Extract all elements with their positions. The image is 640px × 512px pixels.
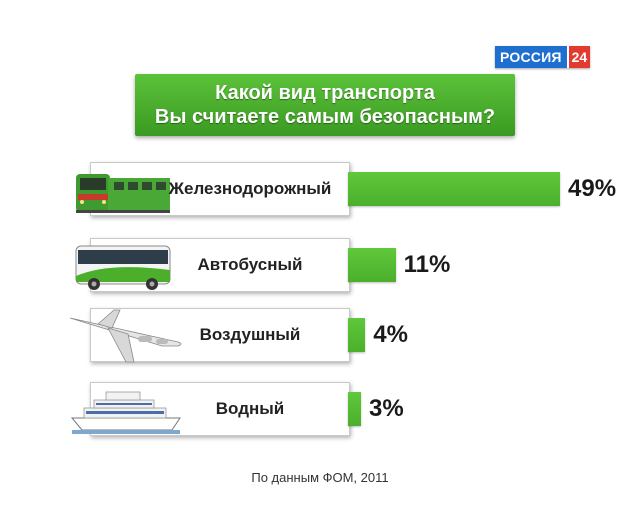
ship-icon	[70, 391, 181, 434]
category-label: Воздушный	[199, 325, 301, 344]
bar	[348, 248, 396, 282]
row-rail: Железнодорожный 49%	[0, 160, 640, 220]
category-label: Водный	[215, 399, 285, 418]
value-label: 4%	[373, 321, 408, 348]
bar	[348, 392, 361, 426]
row-water: Водный 3%	[0, 380, 640, 440]
airplane-icon	[69, 309, 182, 363]
category-label: Железнодорожный	[168, 179, 332, 198]
category-label: Автобусный	[197, 255, 303, 274]
channel-logo: РОССИЯ 24	[495, 46, 591, 68]
title-line-1: Какой вид транспорта	[215, 82, 435, 104]
row-bus: Автобусный 11%	[0, 236, 640, 296]
logo-number: 24	[568, 46, 591, 68]
chart-title: Какой вид транспорта Вы считаете самым б…	[135, 74, 515, 136]
bar	[348, 172, 560, 206]
row-air: Воздушный 4%	[0, 306, 640, 366]
bar	[348, 318, 366, 352]
value-label: 49%	[568, 175, 617, 202]
value-label: 3%	[368, 395, 404, 422]
train-icon	[76, 174, 170, 213]
value-label: 11%	[403, 251, 451, 278]
source-note: По данным ФОМ, 2011	[251, 470, 389, 485]
title-line-2: Вы считаете самым безопасным?	[154, 106, 496, 128]
logo-name: РОССИЯ	[495, 46, 567, 68]
bus-icon	[75, 245, 171, 290]
